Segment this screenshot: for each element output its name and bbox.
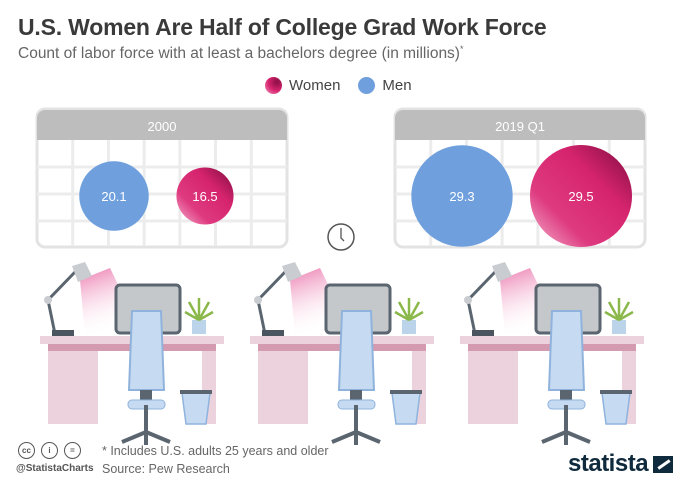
legend-women-swatch (265, 77, 282, 94)
panel-2000: 2000 20.1 16.5 (35, 107, 289, 249)
twitter-handle[interactable]: @StatistaCharts (16, 463, 94, 474)
clock-hands (340, 228, 345, 242)
plant-leaves (394, 298, 424, 322)
bubble-women (529, 144, 633, 248)
legend-women-label: Women (289, 77, 341, 94)
legend-men: Men (358, 77, 412, 94)
logo-icon (653, 455, 674, 473)
legend-men-label: Men (382, 77, 412, 94)
lamp-arm (466, 270, 497, 335)
desk-cabinet (258, 351, 308, 424)
lamp-joint (464, 296, 472, 304)
subtitle-text: Count of labor force with at least a bac… (18, 45, 460, 63)
desk-illustration (250, 262, 434, 445)
lamp-arm (256, 270, 287, 335)
lamp-joint (254, 296, 262, 304)
trash-can-rim (600, 390, 632, 394)
lamp-joint (44, 296, 52, 304)
calendar-header (395, 110, 645, 140)
desk-cabinet (468, 351, 518, 424)
lamp-head (492, 262, 512, 282)
clock-icon (327, 223, 355, 251)
cc-icon: cc (18, 442, 35, 459)
chair-post (560, 390, 572, 400)
legend-women: Women (265, 77, 340, 94)
statista-logo[interactable]: statista (568, 450, 674, 478)
bubble-men (79, 161, 149, 231)
no-derivatives-icon: = (64, 442, 81, 459)
source: Source: Pew Research (102, 462, 230, 476)
subtitle-footnote-mark: * (459, 44, 464, 54)
calendar-header (37, 110, 287, 140)
desk-cabinet (48, 351, 98, 424)
lamp-base (52, 330, 74, 337)
lamp-arm (46, 270, 77, 335)
chart-subtitle: Count of labor force with at least a bac… (18, 44, 464, 63)
license-icons: cc i = (18, 442, 81, 459)
chair-base (541, 405, 591, 445)
chair-back (127, 310, 166, 391)
chair-base (121, 405, 171, 445)
legend-men-swatch (358, 77, 376, 94)
chair-post (140, 390, 152, 400)
lamp-head (72, 262, 92, 282)
plant-pot (192, 320, 206, 334)
footnote: * Includes U.S. adults 25 years and olde… (102, 444, 329, 458)
desk-illustration (460, 262, 644, 445)
trash-can-rim (180, 390, 212, 394)
desk-illustration (40, 262, 224, 445)
logo-text: statista (568, 450, 649, 477)
panel-label: 2000 (148, 119, 177, 134)
plant-leaves (184, 298, 214, 322)
chair-back (337, 310, 376, 391)
legend: Women Men (265, 77, 430, 94)
bubble-label-women: 29.5 (568, 189, 593, 204)
lamp-base (262, 330, 284, 337)
plant-leaves (604, 298, 634, 322)
chart-title: U.S. Women Are Half of College Grad Work… (18, 14, 547, 40)
bubble-men (411, 145, 513, 247)
trash-can-rim (390, 390, 422, 394)
lamp-base (472, 330, 494, 337)
chair-post (350, 390, 362, 400)
panel-2019-q1: 2019 Q1 29.3 29.5 (393, 107, 647, 249)
plant-pot (612, 320, 626, 334)
chair-back (547, 310, 586, 391)
trash-can (601, 392, 631, 425)
trash-can (181, 392, 211, 425)
bubble-label-men: 29.3 (449, 189, 474, 204)
bubble-women (176, 167, 234, 225)
panel-label: 2019 Q1 (495, 119, 545, 134)
lamp-head (282, 262, 302, 282)
chair-base (331, 405, 381, 445)
attribution-icon: i (41, 442, 58, 459)
plant-pot (402, 320, 416, 334)
trash-can (391, 392, 421, 425)
bubble-label-women: 16.5 (192, 189, 217, 204)
bubble-label-men: 20.1 (101, 189, 126, 204)
